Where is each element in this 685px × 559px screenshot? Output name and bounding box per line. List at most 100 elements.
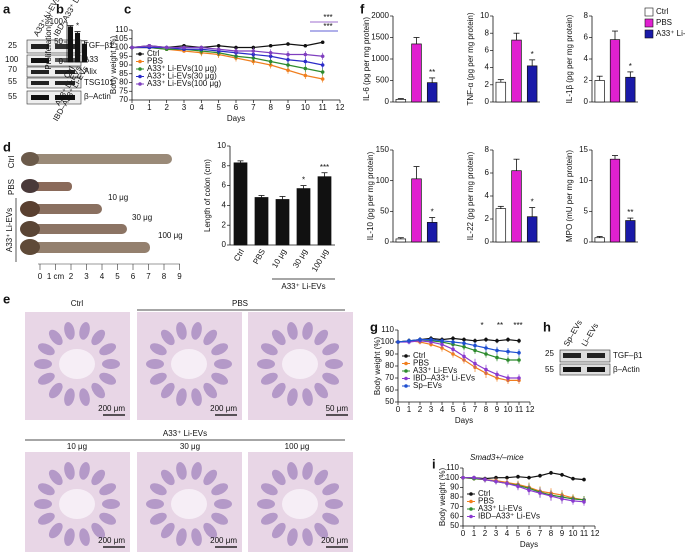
bar (275, 199, 290, 246)
point (560, 472, 564, 477)
crypt (64, 322, 75, 340)
y-tick-label: 0 (485, 97, 490, 106)
y-tick-label: 80 (119, 78, 128, 87)
point (461, 475, 465, 480)
y-tick-label: 500 (376, 76, 390, 85)
legend-label: PBS (147, 57, 163, 66)
crypt (79, 388, 90, 406)
x-tick-label: PBS (251, 248, 267, 266)
ruler-label: 3 (84, 272, 89, 281)
point (549, 471, 553, 475)
crypt (102, 499, 120, 509)
y-tick-label: 110 (381, 325, 394, 334)
y-tick-label: 2 (584, 76, 589, 85)
crypt (287, 462, 298, 480)
bar (81, 43, 88, 63)
y-tick-label: 70 (450, 502, 459, 511)
point (286, 63, 290, 67)
y-axis-label: Body weight (%) (438, 468, 447, 527)
point (505, 481, 509, 486)
legend-label: Ctrl (413, 351, 426, 360)
point (216, 43, 221, 48)
legend-label: Ctrl (478, 489, 491, 498)
point (484, 346, 488, 350)
point (506, 349, 510, 354)
y-tick-label: 85 (119, 69, 128, 78)
crypt (325, 359, 343, 369)
crypt (257, 498, 275, 510)
point (320, 77, 325, 81)
crypt (79, 528, 90, 546)
crypt (191, 322, 202, 340)
crypt (37, 343, 55, 356)
legend-label: A33⁺ Li-EVs(10 μg) (147, 64, 217, 73)
y-axis-label: IL-10 (pg per mg protein) (366, 151, 375, 240)
point (234, 49, 238, 53)
crypt (149, 372, 167, 385)
point (462, 341, 466, 346)
crypt (149, 343, 167, 356)
legend-marker (404, 354, 408, 358)
point (216, 47, 221, 52)
crypt (322, 372, 340, 385)
point (320, 40, 325, 45)
y-tick-label: 2 (485, 214, 490, 223)
bar (625, 76, 636, 103)
protein-label: TGF–β1 (84, 41, 114, 50)
crypt (211, 483, 229, 496)
legend-marker (469, 507, 473, 511)
dose-label: 100 μg (285, 442, 310, 451)
panel-letter: e (3, 291, 10, 306)
ruler-label: 5 (115, 272, 120, 281)
bar (526, 65, 538, 103)
y-tick-label: 6 (222, 181, 227, 190)
y-tick-label: 5 (584, 206, 589, 215)
crypt (322, 483, 340, 496)
crypt (102, 359, 120, 369)
crypt (191, 462, 202, 480)
point (571, 499, 575, 503)
scale-label: 200 μm (210, 536, 237, 545)
histology: Ctrl PBS A33⁺ Li-EVs 10 μg 30 μg 100 μg … (25, 299, 353, 552)
x-tick-label: 11 (515, 405, 524, 414)
crypt (149, 512, 167, 525)
y-axis-label: Body weight (%) (109, 36, 118, 95)
point (473, 348, 477, 353)
point (495, 372, 499, 377)
lumen (282, 349, 318, 379)
y-tick-label: 0 (385, 237, 390, 246)
x-axis-label: Days (520, 540, 538, 549)
marker-label: 55 (8, 92, 17, 101)
significance: ** (429, 68, 435, 77)
point (538, 473, 542, 478)
y-tick-label: 4 (222, 201, 227, 210)
point (407, 339, 411, 343)
significance: * (629, 62, 632, 71)
crypt (37, 512, 55, 525)
ruler-label: 1 cm (47, 272, 65, 281)
bar (609, 158, 621, 243)
bar (495, 81, 507, 103)
crypt (64, 388, 75, 406)
point (495, 355, 499, 360)
x-tick-label: 3 (182, 103, 187, 112)
point (472, 475, 476, 480)
crypt (160, 522, 175, 539)
group-label: A33⁺ Li-EVs (281, 282, 325, 291)
point (286, 52, 290, 57)
crypt (176, 462, 187, 480)
y-tick-label: 80 (450, 492, 459, 501)
series-line (397, 340, 519, 381)
ruler-label: 0 (38, 272, 43, 281)
crypt (64, 528, 75, 546)
crypt (260, 512, 278, 525)
crypt (48, 469, 63, 486)
x-tick-label: 6 (462, 405, 467, 414)
y-tick-label: 50 (385, 397, 394, 406)
x-tick-label: 0 (396, 405, 401, 414)
x-tick-label: 4 (505, 529, 510, 538)
x-tick-label: 2 (164, 103, 169, 112)
crypt (99, 512, 117, 525)
y-tick-label: 8 (584, 11, 589, 20)
